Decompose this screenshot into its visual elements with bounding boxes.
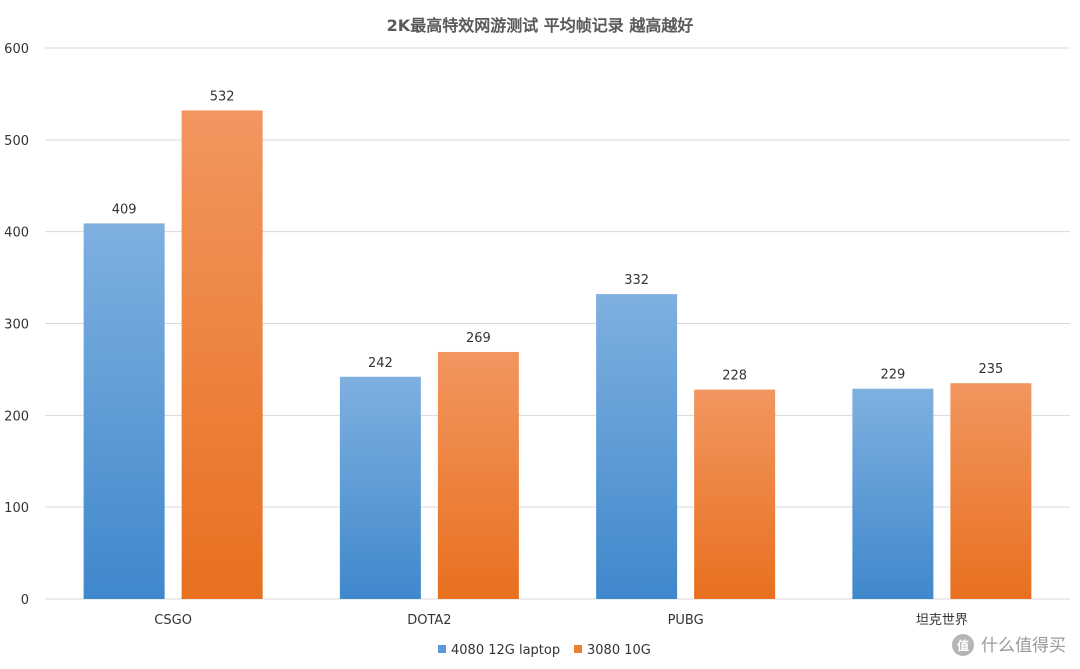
- legend-label: 3080 10G: [587, 643, 651, 658]
- bar-series1-PUBG: [596, 294, 678, 599]
- data-label: 269: [466, 331, 491, 346]
- bar-series1-DOTA2: [339, 376, 421, 599]
- data-label: 242: [368, 356, 393, 371]
- watermark: 值 什么值得买: [952, 634, 1066, 656]
- y-tick-label: 600: [4, 42, 29, 57]
- legend-swatch: [574, 645, 582, 653]
- y-axis-tick-labels: 0 100 200 300 400 500 600: [4, 42, 29, 608]
- legend-label: 4080 12G laptop: [451, 643, 560, 658]
- bar-series2-坦克世界: [950, 383, 1032, 599]
- bar-series2-PUBG: [694, 389, 776, 599]
- legend-swatch: [438, 645, 446, 653]
- x-category-label: 坦克世界: [916, 613, 968, 628]
- data-label: 532: [210, 89, 235, 104]
- watermark-text: 什么值得买: [981, 636, 1066, 656]
- x-axis-category-labels: CSGO DOTA2 PUBG 坦克世界: [154, 613, 968, 628]
- zhi-logo-glyph: 值: [957, 638, 969, 653]
- y-tick-label: 500: [4, 134, 29, 149]
- data-label: 229: [880, 368, 905, 383]
- chart-title: 2K最高特效网游测试 平均帧记录 越高越好: [387, 16, 694, 35]
- x-category-label: PUBG: [668, 613, 704, 628]
- y-tick-label: 400: [4, 226, 29, 241]
- data-label: 332: [624, 273, 649, 288]
- x-category-label: CSGO: [154, 613, 192, 628]
- legend: 4080 12G laptop 3080 10G: [438, 643, 651, 658]
- bar-series2-DOTA2: [437, 351, 519, 599]
- x-category-label: DOTA2: [407, 613, 451, 628]
- bars: [83, 110, 1032, 600]
- data-label: 409: [112, 202, 137, 217]
- data-label: 235: [978, 362, 1003, 377]
- bar-series2-CSGO: [181, 110, 263, 600]
- data-labels: 409 532 242 269 332 228 229 235: [112, 89, 1004, 383]
- y-tick-label: 300: [4, 318, 29, 333]
- bar-series1-CSGO: [83, 223, 165, 599]
- bar-series1-坦克世界: [852, 388, 934, 599]
- y-tick-label: 100: [4, 501, 29, 516]
- y-tick-label: 0: [21, 593, 29, 608]
- y-tick-label: 200: [4, 409, 29, 424]
- zhi-logo-icon: [952, 634, 974, 656]
- data-label: 228: [722, 369, 747, 384]
